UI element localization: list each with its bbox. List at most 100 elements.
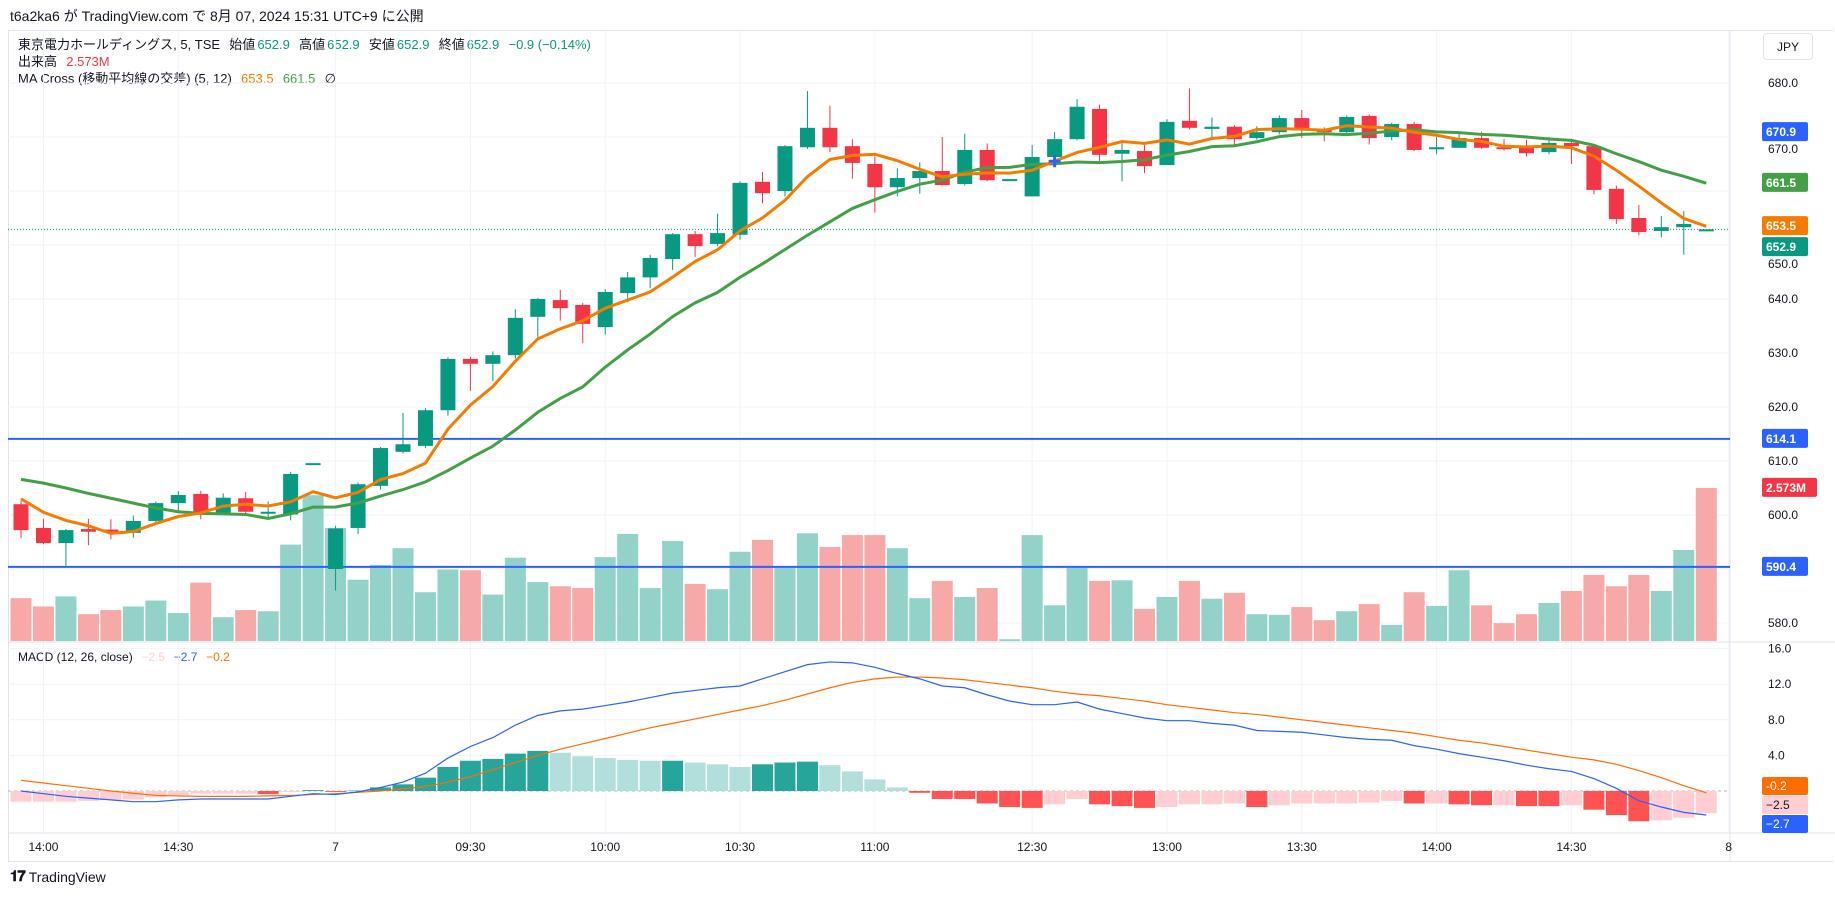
candle-body bbox=[822, 127, 838, 148]
macd-histogram-bar bbox=[257, 791, 279, 795]
volume-bar bbox=[122, 606, 144, 641]
price-badge bbox=[1762, 122, 1808, 142]
time-tick-label: 14:00 bbox=[1422, 840, 1452, 854]
volume-bar bbox=[1426, 605, 1448, 641]
macd-histogram-bar bbox=[235, 791, 257, 794]
candle bbox=[485, 351, 501, 382]
macd-histogram-bar bbox=[437, 766, 459, 791]
macd-hist-value: −2.5 bbox=[141, 650, 166, 664]
time-tick-label: 8 bbox=[1725, 840, 1732, 854]
candle bbox=[642, 254, 658, 289]
candle bbox=[710, 213, 726, 247]
price-tick-label: 630.0 bbox=[1768, 346, 1798, 360]
volume-bar bbox=[549, 586, 571, 641]
candle-body bbox=[710, 233, 726, 244]
price-tick-label: 640.0 bbox=[1768, 292, 1798, 306]
macd-histogram-bar bbox=[572, 756, 594, 791]
candle bbox=[13, 500, 29, 539]
candle-body bbox=[1653, 227, 1669, 231]
candle bbox=[777, 145, 793, 197]
volume-bar bbox=[886, 548, 908, 641]
price-badge bbox=[1762, 172, 1808, 192]
candle bbox=[1653, 215, 1669, 238]
volume-bar bbox=[1448, 570, 1470, 641]
volume-bar bbox=[639, 588, 661, 641]
candle-body bbox=[1608, 188, 1624, 220]
candle bbox=[417, 408, 433, 449]
macd-histogram-bar bbox=[1066, 791, 1088, 800]
price-badge bbox=[1762, 428, 1808, 448]
open-label: 始値 bbox=[229, 37, 256, 52]
macd-histogram-bar bbox=[32, 791, 54, 802]
price-tick-label: 610.0 bbox=[1768, 454, 1798, 468]
macd-histogram-bar bbox=[1560, 791, 1582, 806]
candle bbox=[58, 529, 74, 567]
symbol-name[interactable]: 東京電力ホールディングス, 5, TSE bbox=[18, 37, 221, 52]
volume-label[interactable]: 出来高 bbox=[18, 54, 58, 69]
volume-bar bbox=[752, 539, 774, 641]
macd-histogram-bar bbox=[190, 791, 212, 794]
macd-label[interactable]: MACD (12, 26, close) bbox=[18, 650, 133, 664]
macd-histogram-bar bbox=[414, 777, 436, 791]
volume-bar bbox=[1583, 574, 1605, 641]
macd-histogram-bar bbox=[1448, 791, 1470, 805]
price-tick-label: 580.0 bbox=[1768, 616, 1798, 630]
candle-body bbox=[58, 530, 74, 544]
candle bbox=[530, 297, 546, 339]
close-value: 652.9 bbox=[466, 37, 500, 52]
price-badge bbox=[1762, 477, 1817, 497]
publish-info: t6a2ka6 が TradingView.com で 8月 07, 2024 … bbox=[10, 8, 424, 24]
macd-histogram-bar bbox=[1044, 791, 1066, 805]
macd-histogram-bar bbox=[482, 758, 504, 791]
candle bbox=[867, 156, 883, 213]
volume-bar bbox=[145, 600, 167, 641]
price-badge-label: 614.1 bbox=[1766, 432, 1796, 446]
macd-histogram-bar bbox=[1381, 791, 1403, 801]
macd-histogram-bar bbox=[752, 764, 774, 791]
candle-body bbox=[1698, 229, 1714, 232]
volume-bar bbox=[1493, 623, 1515, 641]
volume-bar bbox=[32, 606, 54, 641]
candle bbox=[440, 357, 456, 416]
price-tick-label: 620.0 bbox=[1768, 400, 1798, 414]
price-badge bbox=[1762, 237, 1808, 257]
macd-histogram-bar bbox=[819, 765, 841, 791]
time-tick-label: 11:00 bbox=[860, 840, 889, 854]
macd-tick-label: 12.0 bbox=[1768, 677, 1792, 691]
candle bbox=[1092, 104, 1108, 164]
candle bbox=[1631, 205, 1647, 236]
ma-fast-line bbox=[20, 124, 1707, 535]
volume-bar bbox=[841, 535, 863, 641]
candle bbox=[80, 518, 96, 546]
ma-cross-marker-icon bbox=[1048, 155, 1061, 168]
candle-body bbox=[1002, 179, 1018, 182]
chart-frame bbox=[8, 30, 1833, 862]
volume-bar bbox=[1134, 608, 1155, 641]
candle-body bbox=[35, 527, 51, 544]
macd-badge bbox=[1762, 777, 1808, 795]
macd-histogram-bar bbox=[1134, 791, 1155, 808]
currency-button[interactable]: JPY bbox=[1763, 33, 1813, 60]
volume-bar bbox=[796, 533, 818, 641]
volume-bar bbox=[77, 614, 99, 641]
candle bbox=[1429, 137, 1445, 155]
candle-body bbox=[125, 520, 141, 533]
volume-bar bbox=[909, 598, 931, 641]
candle-body bbox=[283, 473, 299, 515]
volume-bar bbox=[504, 557, 526, 641]
candle-body bbox=[1451, 138, 1467, 148]
macd-histogram-bar bbox=[100, 791, 122, 800]
candle-body bbox=[1024, 156, 1040, 197]
price-badge-label: 2.573M bbox=[1766, 481, 1806, 495]
candle-body bbox=[1069, 106, 1085, 140]
volume-value: 2.573M bbox=[66, 54, 110, 69]
macd-histogram-bar bbox=[392, 784, 414, 791]
macd-histogram-bar bbox=[684, 762, 706, 791]
candle-body bbox=[642, 257, 658, 278]
macd-histogram-bar bbox=[212, 791, 234, 794]
candle-body bbox=[13, 504, 29, 531]
candle-body bbox=[1496, 147, 1512, 150]
candle-body bbox=[1406, 124, 1422, 150]
macd-histogram-bar bbox=[347, 790, 369, 792]
